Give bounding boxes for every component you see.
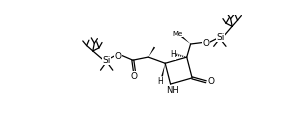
Text: Si: Si: [103, 56, 111, 65]
Text: Si: Si: [216, 33, 225, 42]
Text: O: O: [202, 39, 210, 48]
Text: O: O: [207, 77, 214, 86]
Text: Me: Me: [172, 31, 183, 37]
Text: O: O: [131, 72, 138, 81]
Text: H: H: [170, 50, 176, 59]
Text: NH: NH: [166, 86, 179, 95]
Text: H: H: [158, 77, 164, 86]
Polygon shape: [148, 47, 155, 57]
Text: O: O: [115, 52, 122, 61]
Polygon shape: [161, 63, 165, 77]
Polygon shape: [181, 36, 190, 44]
